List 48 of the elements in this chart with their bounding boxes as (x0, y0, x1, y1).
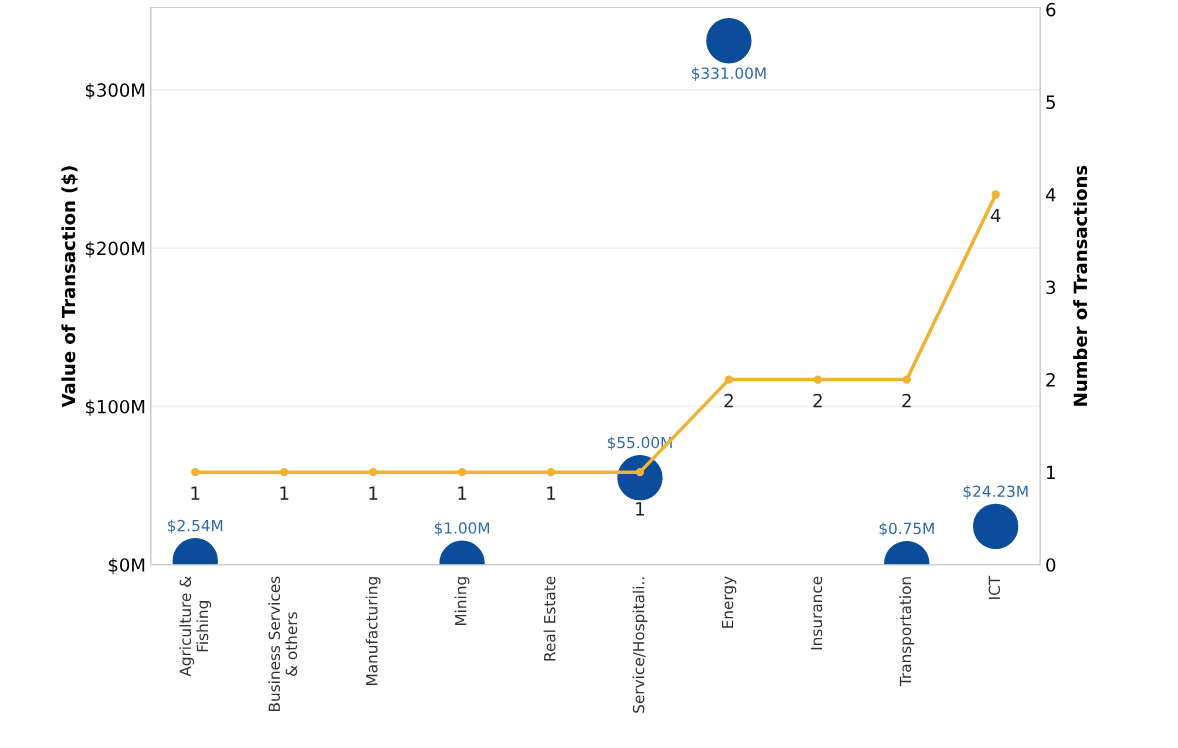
x-tick-label: Real Estate (543, 576, 556, 661)
y-axis-title: Value of Transaction ($) (61, 166, 78, 408)
data-label: 1 (458, 486, 467, 500)
y2-axis-title: Number of Transactions (1073, 165, 1088, 406)
y-tick-label: $100M (85, 399, 145, 416)
y-tick-label: $200M (85, 241, 145, 258)
x-tick-label: Energy (721, 576, 737, 628)
point (368, 468, 378, 477)
data-label: $0.75M (879, 522, 934, 537)
y2-tick-label: 6 (1046, 2, 1056, 17)
data-label: $2.54M (168, 519, 223, 534)
point (635, 468, 645, 477)
point (991, 190, 1000, 199)
x-tick-label: Business Services & others (268, 576, 298, 711)
y2-tick-label: 4 (1045, 188, 1056, 202)
data-label: 2 (902, 393, 911, 408)
data-label: $331.00M (691, 67, 766, 81)
y2-tick-label: 5 (1046, 95, 1055, 110)
data-label: 1 (191, 486, 200, 500)
point (457, 468, 467, 477)
data-label: 1 (369, 486, 378, 500)
point (191, 468, 200, 477)
x-tick-label: Insurance (810, 576, 823, 650)
y2-tick-label: 3 (1046, 280, 1056, 295)
point (724, 375, 734, 384)
data-label: 1 (547, 486, 556, 500)
y-tick-label: $300M (85, 82, 145, 100)
data-label: 1 (280, 486, 289, 500)
data-label: $1.00M (434, 521, 490, 536)
data-label: $24.23M (963, 485, 1028, 500)
y2-tick-label: 0 (1046, 558, 1056, 572)
x-tick-label: Mining (454, 577, 470, 626)
point (280, 468, 289, 477)
data-label: 4 (990, 208, 1001, 223)
data-label: 2 (813, 393, 822, 408)
x-tick-label: Service/Hospitali.. (632, 577, 648, 713)
x-tick-label: ICT (988, 575, 1001, 599)
data-label: 2 (724, 393, 733, 408)
y2-tick-label: 1 (1047, 465, 1055, 480)
data-label: 1 (636, 502, 645, 516)
point (813, 375, 822, 384)
point (546, 468, 556, 477)
x-tick-label: Transportation (899, 577, 915, 687)
y-tick-label: $0M (108, 557, 145, 575)
y2-tick-label: 2 (1046, 373, 1055, 387)
x-tick-label: Agriculture & Fishing (179, 576, 212, 677)
point (902, 375, 911, 384)
x-tick-label: Manufacturing (365, 577, 381, 685)
